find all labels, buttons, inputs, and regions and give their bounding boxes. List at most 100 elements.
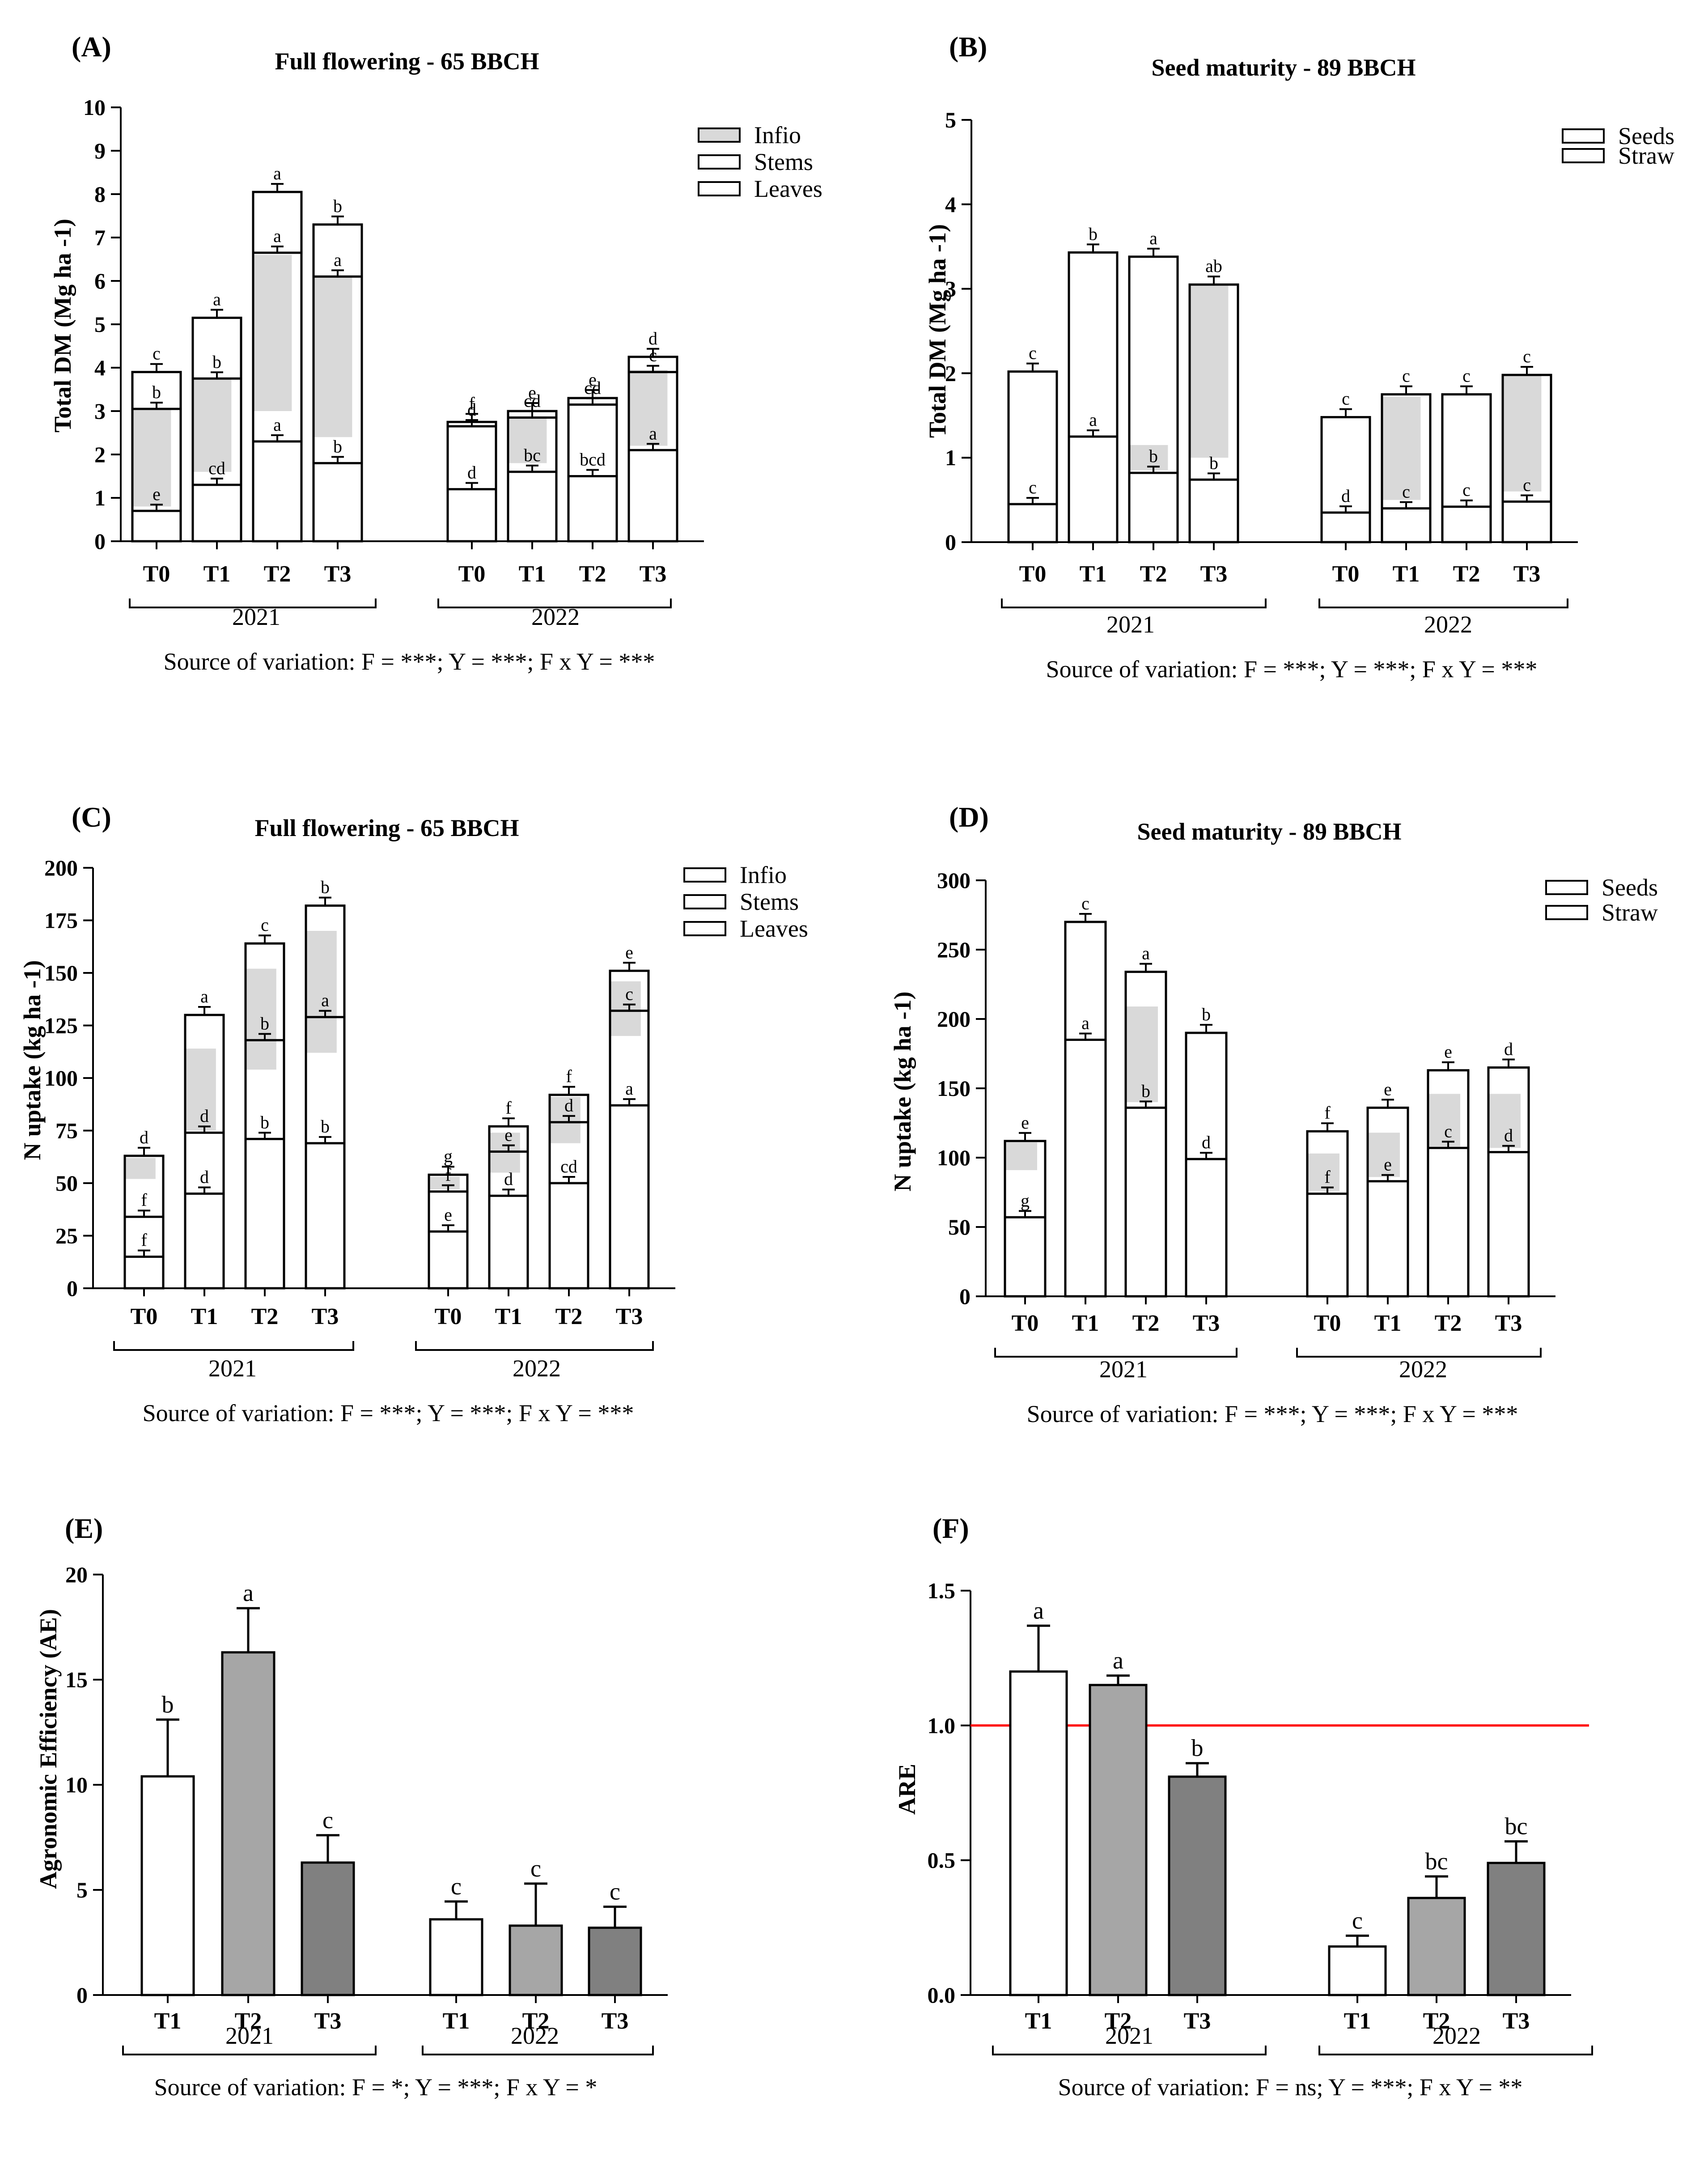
panel-f-source-of-variation: Source of variation: F = ns; Y = ***; F …	[1058, 2074, 1523, 2101]
y-tick-label: 200	[44, 855, 78, 880]
panel-d-source-of-variation: Source of variation: F = ***; Y = ***; F…	[1026, 1401, 1518, 1427]
x-tick-label: T3	[640, 561, 667, 587]
legend-swatch	[1545, 880, 1588, 895]
year-label-2022: 2022	[1433, 2022, 1481, 2049]
panel-a-legend: Infio Stems Leaves	[698, 122, 822, 202]
year-label-2022: 2022	[1399, 1356, 1447, 1383]
y-tick-label: 0.0	[928, 1982, 956, 2008]
x-tick-label: T3	[1495, 1311, 1522, 1336]
legend-item: Stems	[698, 149, 822, 175]
x-tick-label: T1	[1344, 2008, 1371, 2034]
x-tick-label: T1	[191, 1304, 218, 1329]
bar-outline	[1306, 1130, 1349, 1298]
year-bracket	[1001, 599, 1267, 608]
y-tick-label: 0	[94, 529, 106, 554]
y-tick-label: 20	[65, 1562, 88, 1587]
x-tick-label: T3	[602, 2008, 629, 2034]
year-label-2021: 2021	[1105, 2022, 1153, 2049]
legend-label: Stems	[754, 149, 814, 175]
x-tick-label: T3	[1184, 2008, 1211, 2034]
panel-e: (E) Agronomic Efficiency (AE) 0 5 10 15 20 T1…	[0, 1512, 850, 2165]
x-tick-label: T0	[1314, 1311, 1341, 1336]
x-tick-label: T2	[264, 561, 291, 587]
legend-item: Seeds	[1545, 874, 1658, 901]
significance-letter: e	[444, 1205, 452, 1225]
year-label-2022: 2022	[511, 2022, 559, 2049]
significance-letter: b	[212, 352, 221, 372]
y-tick-label: 0	[67, 1276, 78, 1301]
x-tick-label: T3	[314, 2008, 342, 2034]
year-bracket	[415, 1341, 654, 1351]
x-tick-label: T2	[1435, 1311, 1462, 1336]
y-tick-label: 1.0	[928, 1713, 956, 1738]
significance-letter: a	[1142, 943, 1150, 964]
significance-letter: f	[1324, 1103, 1331, 1123]
bar	[1089, 1684, 1148, 1996]
x-tick-label: T3	[616, 1304, 643, 1329]
year-label-2022: 2022	[531, 603, 580, 630]
x-tick-label: T1	[1374, 1311, 1402, 1336]
y-tick-label: 8	[94, 182, 106, 207]
y-tick-label: 10	[83, 95, 106, 120]
significance-letter: b	[1141, 1081, 1150, 1101]
bar	[221, 1651, 275, 1996]
significance-letter: f	[445, 1165, 451, 1185]
significance-letter: e	[625, 942, 633, 962]
x-tick-label: T0	[1332, 561, 1360, 587]
significance-letter: bc	[1425, 1848, 1448, 1875]
significance-letter: c	[451, 1873, 462, 1900]
bar-outline	[1004, 1140, 1047, 1298]
panel-d-legend: Seeds Straw	[1545, 874, 1658, 926]
x-tick-label: T3	[1200, 561, 1228, 587]
significance-letter: c	[625, 984, 633, 1004]
legend-item: Leaves	[698, 175, 822, 202]
y-tick-label: 4	[94, 355, 106, 380]
panel-d-chart: 0 50 100 150 200 250 300 T0 T1 T2 T3 T0 T1 T2 T3 g e a c b a…	[937, 868, 1555, 1358]
bar-shading	[1382, 397, 1421, 500]
significance-letter: b	[321, 877, 330, 897]
y-tick-label: 15	[65, 1667, 88, 1692]
year-label-2021: 2021	[208, 1355, 257, 1382]
year-bracket	[122, 2046, 377, 2055]
bar	[1186, 1033, 1226, 1296]
x-tick-label: T3	[324, 561, 352, 587]
significance-letter: e	[528, 382, 536, 403]
panel-f-label: (F)	[932, 1512, 969, 1544]
bar	[1407, 1897, 1466, 1996]
x-tick-label: T0	[143, 561, 170, 587]
significance-letter: b	[321, 1116, 330, 1137]
significance-letter: a	[625, 1078, 633, 1099]
significance-letter: d	[1202, 1132, 1211, 1152]
year-bracket	[129, 599, 377, 608]
bar-shading	[185, 1049, 216, 1131]
x-tick-label: T3	[1513, 561, 1541, 587]
significance-letter: f	[469, 393, 475, 413]
bar-shading	[132, 409, 171, 507]
year-bracket	[422, 2046, 654, 2055]
y-tick-label: 5	[76, 1877, 88, 1902]
x-tick-label: T2	[251, 1304, 279, 1329]
y-tick-label: 50	[948, 1214, 971, 1240]
bar	[301, 1861, 355, 1996]
significance-letter: b	[162, 1691, 174, 1718]
significance-letter: a	[1081, 1013, 1089, 1033]
significance-letter: cd	[560, 1156, 577, 1176]
bar	[1009, 1670, 1068, 1996]
bar-outline	[609, 969, 650, 1290]
y-tick-label: 5	[945, 107, 956, 132]
legend-swatch	[1562, 128, 1605, 144]
x-tick-label: T3	[312, 1304, 339, 1329]
legend-swatch	[698, 154, 741, 170]
y-tick-label: 100	[44, 1066, 78, 1091]
year-bracket	[1318, 2046, 1593, 2055]
x-tick-label: T1	[1080, 561, 1107, 587]
significance-letter: c	[1081, 893, 1089, 913]
bar-shading	[314, 276, 352, 437]
panel-d-title: Seed maturity - 89 BBCH	[1137, 818, 1402, 845]
y-tick-label: 4	[945, 192, 956, 217]
bar	[1328, 1945, 1387, 1996]
panel-e-label: (E)	[65, 1512, 103, 1544]
x-tick-label: T2	[1140, 561, 1167, 587]
y-tick-label: 300	[937, 868, 971, 893]
